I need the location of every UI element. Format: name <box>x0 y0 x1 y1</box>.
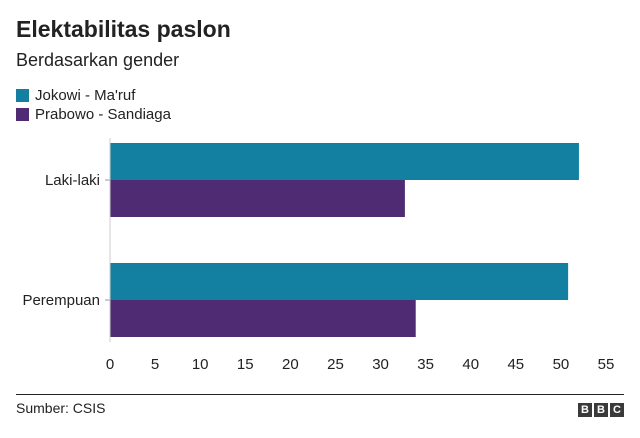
x-tick-label-55: 55 <box>598 356 615 373</box>
bar-chart: Laki-laki Perempuan 0 5 10 15 20 25 30 35 40 45 50 55 <box>22 138 615 373</box>
logo-letter-1: B <box>578 403 592 417</box>
bar-jokowi-laki-laki <box>110 143 579 180</box>
x-tick-label-25: 25 <box>327 356 344 373</box>
legend-label-jokowi: Jokowi - Ma'ruf <box>35 87 136 104</box>
bar-prabowo-laki-laki <box>110 180 405 217</box>
x-tick-label-15: 15 <box>237 356 254 373</box>
footer-divider <box>16 394 624 395</box>
legend-item-jokowi: Jokowi - Ma'ruf <box>16 86 171 105</box>
legend-swatch-jokowi <box>16 89 29 102</box>
logo-letter-3: C <box>610 403 624 417</box>
chart-subtitle: Berdasarkan gender <box>16 50 180 70</box>
x-tick-label-50: 50 <box>553 356 570 373</box>
bbc-logo: B B C <box>578 403 624 417</box>
source-note: Sumber: CSIS <box>16 400 106 416</box>
x-tick-label-5: 5 <box>151 356 159 373</box>
logo-letter-2: B <box>594 403 608 417</box>
legend-label-prabowo: Prabowo - Sandiaga <box>35 106 171 123</box>
x-tick-label-35: 35 <box>417 356 434 373</box>
chart-title: Elektabilitas paslon <box>16 16 231 42</box>
legend-item-prabowo: Prabowo - Sandiaga <box>16 105 171 124</box>
bar-prabowo-perempuan <box>110 300 416 337</box>
x-tick-label-0: 0 <box>106 356 114 373</box>
bar-jokowi-perempuan <box>110 263 569 300</box>
category-label-laki-laki: Laki-laki <box>45 172 100 189</box>
legend: Jokowi - Ma'ruf Prabowo - Sandiaga <box>16 86 171 124</box>
x-tick-label-10: 10 <box>192 356 209 373</box>
legend-swatch-prabowo <box>16 108 29 121</box>
category-label-perempuan: Perempuan <box>22 292 100 309</box>
x-tick-label-40: 40 <box>462 356 479 373</box>
x-tick-label-30: 30 <box>372 356 389 373</box>
x-tick-label-45: 45 <box>507 356 524 373</box>
x-tick-label-20: 20 <box>282 356 299 373</box>
